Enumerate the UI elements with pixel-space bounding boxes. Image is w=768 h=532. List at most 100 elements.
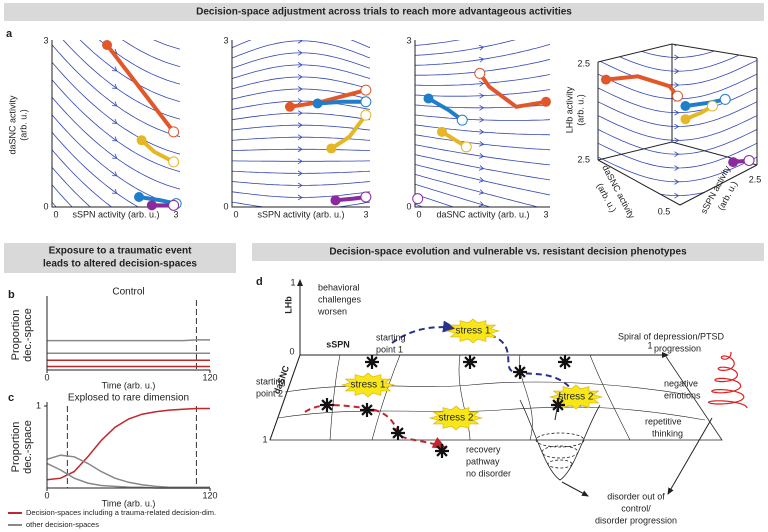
annotation: worsen — [317, 306, 347, 316]
stream-arrow — [478, 56, 485, 63]
tick-label: 2.5 — [577, 58, 590, 68]
annotation: thinking — [652, 428, 683, 438]
arrow — [561, 481, 589, 497]
stress-burst — [445, 318, 501, 344]
annotation: control/ — [621, 503, 651, 513]
end-point — [460, 141, 472, 153]
streamline — [598, 46, 757, 72]
streamline — [598, 101, 757, 127]
streamline — [52, 97, 180, 190]
section-band — [252, 243, 764, 261]
stream-arrow — [297, 74, 303, 80]
streamline — [232, 223, 370, 234]
diagram: d LHb 1 0 sSPN 1 daSNC 1 stress 1stress … — [256, 276, 748, 525]
stream-arrow — [112, 32, 118, 38]
stress-label: stress 1 — [350, 380, 385, 391]
state-marker — [513, 365, 527, 379]
stream-arrow — [298, 26, 302, 31]
axis — [414, 40, 550, 208]
funnel-ring — [547, 459, 573, 469]
stream-arrow — [112, 311, 118, 317]
end-point — [456, 114, 468, 126]
state-marker — [320, 398, 334, 412]
streamline — [415, 40, 461, 46]
end-point — [474, 67, 486, 79]
stream-arrow — [297, 194, 303, 201]
stream-arrow — [297, 110, 303, 116]
annotation: starting — [376, 332, 406, 342]
axis-label: LHb — [283, 296, 293, 314]
stream-arrow — [297, 122, 303, 128]
trajectory — [139, 138, 176, 164]
stress-label: stress 2 — [438, 413, 473, 424]
stream-arrow — [478, 177, 485, 183]
stream-arrow — [112, 136, 118, 142]
phase-plot — [415, 0, 550, 331]
stream-arrow — [674, 165, 680, 171]
trajectory — [329, 113, 368, 151]
series-line — [46, 454, 210, 488]
streamline — [415, 124, 550, 136]
plane-grid — [277, 354, 706, 441]
streamline — [232, 264, 370, 282]
streamline — [232, 64, 370, 79]
stream-arrow — [479, 0, 484, 2]
legend-label: other decision-spaces — [26, 520, 99, 529]
series-line — [46, 407, 210, 481]
x-axis-label: sSPN activity (arb. u.) — [72, 209, 159, 219]
streamline — [232, 40, 370, 59]
y-axis-label: Proportion — [10, 422, 22, 473]
stream-arrow — [479, 226, 485, 232]
streamline — [415, 74, 550, 86]
streamline — [598, 19, 757, 44]
section-band — [4, 243, 236, 273]
streamline — [79, 40, 180, 102]
streamline — [415, 164, 550, 196]
stream-arrow — [112, 101, 118, 107]
y-axis-label: dec.-space — [22, 420, 34, 474]
stream-arrow — [479, 286, 485, 292]
axis — [51, 40, 180, 208]
state-marker — [435, 444, 449, 458]
funnel — [519, 399, 601, 481]
stream-arrow — [674, 27, 678, 32]
tick-label: 1 — [647, 340, 652, 350]
annotation: recovery — [466, 444, 501, 454]
state-marker — [463, 355, 477, 369]
figure-title: Decision-space adjustment across trials … — [196, 7, 572, 18]
streamline — [98, 40, 180, 85]
annotation: disorder out of — [607, 491, 665, 501]
y-axis-label: Proportion — [10, 310, 22, 361]
y-axis-label: daSNC activity — [7, 95, 17, 155]
stress-label: stress 2 — [558, 392, 593, 403]
tick-label: 1 — [290, 277, 295, 287]
stream-arrow — [478, 189, 485, 195]
streamline — [415, 254, 550, 331]
y-tick-label: 3 — [406, 35, 411, 45]
annotation: repetitive — [645, 416, 682, 426]
tick-label: 1 — [262, 434, 267, 444]
streamline — [415, 44, 550, 66]
stress-burst — [428, 405, 484, 431]
state-marker — [391, 426, 405, 440]
stream-arrow — [674, 137, 680, 144]
section-title: Decision-space evolution and vulnerable … — [329, 247, 687, 258]
stream-arrow — [297, 86, 303, 92]
x-tick-label: 3 — [173, 209, 178, 219]
stream-arrow — [297, 40, 303, 44]
y-tick-label: 3 — [223, 35, 228, 45]
annotation: Spiral of depression/PTSD — [618, 331, 725, 341]
header-band — [4, 3, 764, 21]
stream-arrow — [479, 104, 485, 111]
tick-label: 2.5 — [749, 174, 762, 184]
start-point — [146, 200, 157, 211]
end-point — [360, 84, 372, 96]
stream-arrow — [479, 32, 484, 38]
trajectory — [315, 99, 368, 106]
end-point — [168, 126, 180, 138]
y-tick-label: 3 — [43, 35, 48, 45]
trajectory — [391, 320, 457, 344]
streamline — [52, 290, 180, 382]
streamline — [232, 40, 370, 49]
